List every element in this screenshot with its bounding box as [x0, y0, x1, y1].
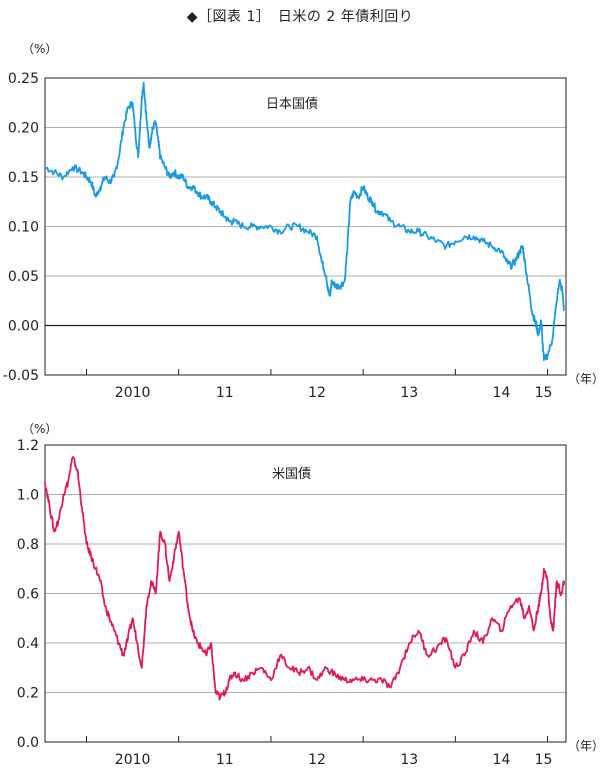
us-x-ticks: 2010 11 12 13 14 15 [85, 736, 553, 768]
japan-y-ticks: 0.25 0.20 0.15 0.10 0.05 0.00 -0.05 [3, 71, 39, 384]
us-y-tick-label: 1.0 [17, 488, 39, 504]
japan-y-tick-label: 0.10 [8, 220, 39, 236]
us-y-tick-label: 1.2 [17, 438, 39, 454]
japan-series-label: 日本国債 [266, 97, 318, 112]
japan-y-tick-label: 0.15 [8, 170, 39, 186]
japan-y-tick-label: 0.20 [8, 121, 39, 137]
us-y-ticks: 1.2 1.0 0.8 0.6 0.4 0.2 0.0 [17, 438, 39, 751]
japan-plot-frame [44, 77, 567, 376]
us-x-tick-label: 12 [308, 752, 326, 768]
us-y-tick-label: 0.2 [17, 686, 39, 702]
japan-x-ticks: 2010 11 12 13 14 15 [85, 369, 553, 401]
japan-x-unit: （年） [568, 372, 600, 386]
us-y-tick-label: 0.4 [17, 636, 39, 652]
japan-x-tick-label: 12 [308, 385, 326, 401]
us-x-tick-label: 11 [216, 752, 234, 768]
us-x-tick-label: 2010 [115, 752, 151, 768]
japan-x-tick-label: 14 [493, 385, 511, 401]
us-x-tick-label: 13 [400, 752, 418, 768]
us-y-unit: （%） [22, 422, 57, 436]
japan-y-tick-label: 0.05 [8, 269, 39, 285]
japan-bond-chart: 0.25 0.20 0.15 0.10 0.05 0.00 -0.05 2010 11 12 13… [3, 42, 600, 401]
us-y-tick-label: 0.6 [17, 587, 39, 603]
us-x-unit: （年） [568, 739, 600, 753]
japan-y-tick-label: 0.25 [8, 71, 39, 87]
japan-y-tick-label: 0.00 [8, 319, 39, 335]
japan-y-unit: （%） [22, 42, 57, 56]
japan-x-tick-label: 11 [216, 385, 234, 401]
japan-grid [45, 77, 566, 376]
japan-x-tick-label: 15 [535, 385, 553, 401]
us-plot-frame [44, 444, 567, 743]
japan-y-tick-label: -0.05 [3, 368, 39, 384]
us-y-tick-label: 0.8 [17, 537, 39, 553]
japan-x-tick-label: 13 [400, 385, 418, 401]
us-x-tick-label: 14 [493, 752, 511, 768]
us-series-label: 米国債 [272, 467, 311, 482]
us-bond-chart: 1.2 1.0 0.8 0.6 0.4 0.2 0.0 2010 11 12 13 14 15 （%）… [17, 422, 600, 768]
japan-series-line [44, 82, 565, 361]
us-grid [45, 444, 566, 743]
japan-x-tick-label: 2010 [115, 385, 151, 401]
page-title: ◆［図表 1］ 日米の 2 年債利回り [186, 9, 414, 25]
us-series-line [44, 456, 566, 701]
us-y-tick-label: 0.0 [17, 735, 39, 751]
us-x-tick-label: 15 [535, 752, 553, 768]
